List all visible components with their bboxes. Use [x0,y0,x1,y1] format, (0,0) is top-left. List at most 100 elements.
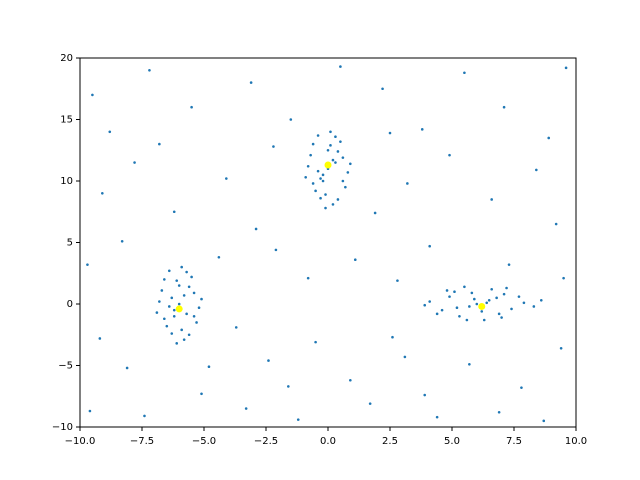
x-tick-label: 5.0 [444,436,460,447]
data-point [500,316,503,319]
data-point [339,65,342,68]
data-point [554,222,558,226]
data-point [167,269,171,273]
data-point [192,291,196,295]
data-point [324,206,327,210]
data-point [520,386,523,389]
data-point [309,153,312,157]
data-point [562,276,565,280]
data-point [321,173,325,177]
data-point [207,365,211,369]
center-point [478,302,486,310]
y-tick-label: 20 [60,53,73,64]
data-point [334,161,337,164]
y-tick-label: 5 [67,238,73,249]
data-point [435,312,439,316]
x-tick-label: −7.5 [130,436,154,447]
data-point [98,337,102,340]
data-point [468,362,471,366]
data-point [158,142,161,146]
data-point [108,130,112,134]
data-point [217,255,221,259]
data-point [254,227,258,231]
data-point [267,359,270,362]
data-point [180,328,183,332]
data-point [200,297,203,301]
data-point [353,258,357,262]
data-point [195,321,198,324]
data-point [535,168,538,172]
data-point [314,340,317,344]
data-point [475,302,479,306]
data-point [468,305,471,308]
data-point [455,306,459,309]
data-point [505,286,508,290]
data-point [187,285,191,289]
data-point [319,196,322,200]
data-point [148,69,151,72]
data-point [480,310,484,313]
data-point [287,385,290,388]
data-point [180,265,183,269]
data-point [234,326,238,329]
data-point [448,153,451,157]
data-point [272,145,275,148]
data-point [388,131,392,135]
x-tick-label: 10.0 [565,436,587,447]
data-point [197,306,201,309]
data-point [314,189,317,193]
data-point [470,291,474,295]
data-point [185,270,188,274]
data-point [547,136,551,140]
data-point [86,263,89,266]
data-point [175,279,179,282]
data-point [316,169,320,173]
data-point [334,135,337,139]
data-point [143,414,146,418]
data-point [473,297,476,301]
data-point [403,355,407,359]
y-tick-label: −5 [58,361,73,372]
data-point [329,130,332,134]
data-point [465,318,469,322]
data-point [485,301,489,305]
data-point [172,308,176,312]
data-point [249,81,253,84]
data-point [532,305,536,308]
data-point [91,93,94,97]
x-tick-label: 2.5 [382,436,398,447]
x-tick-label: −10.0 [65,436,96,447]
y-tick-label: 0 [67,299,73,310]
y-tick-label: 10 [60,176,73,187]
data-point [88,409,92,413]
data-point [311,182,315,185]
data-point [349,378,352,382]
data-point [453,290,456,294]
data-point [495,296,498,300]
data-point [368,402,372,405]
y-tick-label: 15 [60,115,73,126]
data-point [158,300,161,303]
data-point [490,198,493,201]
data-point [120,239,124,243]
data-point [225,177,228,180]
data-point [487,299,491,302]
data-point [336,198,340,201]
data-point [349,162,352,166]
data-point [564,66,568,70]
data-point [522,301,526,305]
data-point [428,300,431,303]
data-point [517,295,521,298]
data-point [458,315,461,318]
y-tick-label: −10 [52,422,73,433]
data-point [440,308,444,312]
data-point [336,150,340,153]
data-point [170,296,174,300]
data-point [133,161,136,164]
x-tick-label: 0.0 [320,436,336,447]
data-point [331,158,335,162]
data-point [190,105,193,109]
x-tick-label: 7.5 [506,436,522,447]
data-point [445,289,449,292]
data-point [274,248,278,252]
